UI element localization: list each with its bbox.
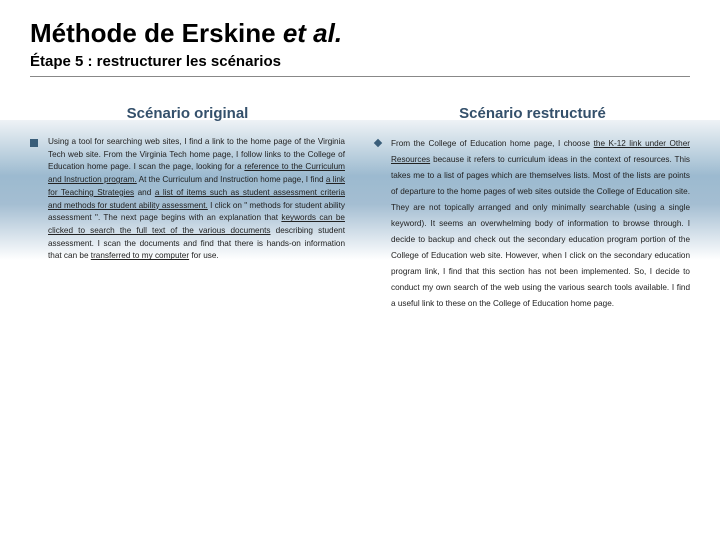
left-bullet-row: Using a tool for searching web sites, I … [30, 136, 345, 263]
title-main: Méthode de Erskine [30, 18, 283, 48]
left-column: Scénario original Using a tool for searc… [30, 105, 345, 312]
right-column: Scénario restructuré From the College of… [375, 105, 690, 312]
left-body: Using a tool for searching web sites, I … [48, 136, 345, 263]
right-body: From the College of Education home page,… [391, 136, 690, 312]
right-bullet-row: From the College of Education home page,… [375, 136, 690, 312]
left-heading: Scénario original [30, 105, 345, 122]
divider [30, 76, 690, 77]
slide-subtitle: Étape 5 : restructurer les scénarios [30, 53, 690, 70]
square-bullet-icon [30, 139, 38, 147]
title-etal: et al. [283, 18, 342, 48]
columns: Scénario original Using a tool for searc… [30, 105, 690, 312]
slide-title: Méthode de Erskine et al. [30, 18, 690, 49]
right-heading: Scénario restructuré [375, 105, 690, 122]
diamond-bullet-icon [374, 139, 382, 147]
